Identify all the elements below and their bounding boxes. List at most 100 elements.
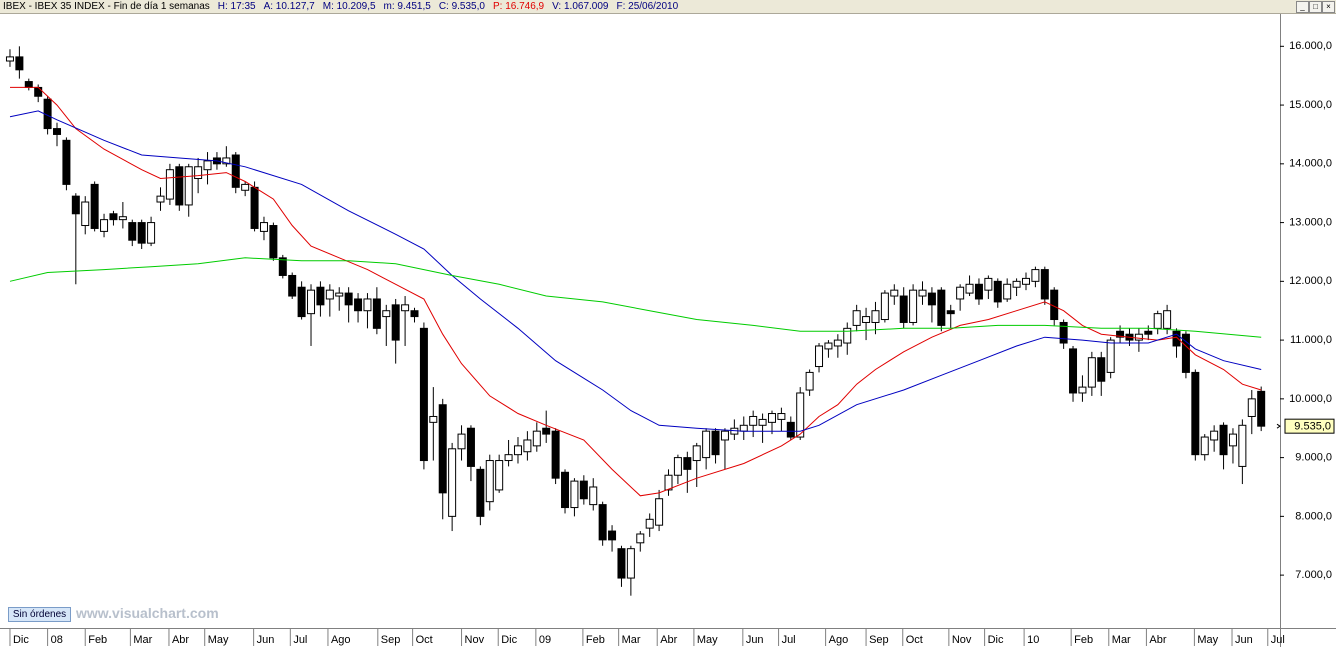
y-tick-label: 15.000,0	[1289, 99, 1332, 111]
candle-body	[81, 201, 90, 227]
candle-body	[551, 430, 560, 479]
moving-average	[9, 110, 1262, 432]
candle-body	[1172, 330, 1181, 347]
candle-body	[429, 415, 438, 423]
candle-body	[1181, 333, 1190, 373]
candle-body	[692, 445, 701, 462]
candle-body	[1238, 424, 1247, 467]
candle-body	[5, 56, 14, 62]
x-tick-label: Jul	[782, 634, 796, 646]
candle-body	[1191, 371, 1200, 456]
candle-body	[1144, 330, 1153, 335]
candle-body	[231, 154, 240, 188]
moving-average	[9, 257, 1262, 338]
plot-area	[0, 14, 1280, 628]
candle-body	[307, 289, 316, 315]
candle-body	[589, 486, 598, 506]
candle-body	[739, 424, 748, 432]
minimize-button[interactable]: _	[1296, 1, 1309, 13]
close-button[interactable]: ×	[1322, 1, 1335, 13]
candle-body	[156, 195, 165, 203]
last-price-marker	[1276, 423, 1281, 429]
candle-body	[655, 498, 664, 526]
y-tick-label: 11.000,0	[1290, 334, 1332, 346]
candle-body	[946, 310, 955, 315]
candle-body	[758, 418, 767, 426]
candle-body	[956, 286, 965, 300]
candle-body	[250, 186, 259, 229]
candle-body	[118, 216, 127, 221]
x-tick-label: Mar	[133, 634, 152, 646]
candle-body	[259, 222, 268, 232]
candle-body	[1219, 424, 1228, 456]
candle-body	[485, 460, 494, 503]
y-tick-label: 9.000,0	[1295, 452, 1332, 464]
candle-body	[448, 448, 457, 517]
candle-body	[1228, 433, 1237, 447]
candle-body	[1153, 313, 1162, 329]
header-field: H: 17:35	[217, 1, 256, 12]
candle-body	[767, 413, 776, 423]
x-tick-label: Nov	[952, 634, 972, 646]
candle-body	[147, 222, 156, 244]
orders-button[interactable]: Sin órdenes	[8, 607, 71, 622]
y-tick-label: 12.000,0	[1289, 275, 1332, 287]
candle-body	[1116, 330, 1125, 338]
candle-body	[1087, 357, 1096, 388]
candle-body	[316, 286, 325, 306]
candle-body	[24, 81, 33, 88]
candle-body	[241, 183, 250, 191]
candle-body	[617, 548, 626, 579]
candle-body	[1163, 310, 1172, 329]
candle-body	[15, 56, 24, 71]
candle-body	[720, 430, 729, 441]
candle-body	[100, 219, 109, 232]
x-tick-label: Nov	[465, 634, 485, 646]
candle-body	[937, 289, 946, 326]
candle-body	[222, 157, 231, 165]
x-tick-label: Ago	[829, 634, 849, 646]
y-tick-label: 7.000,0	[1295, 569, 1332, 581]
candle-body	[598, 504, 607, 541]
candle-body	[382, 310, 391, 318]
x-tick-label: Abr	[660, 634, 677, 646]
candle-body	[673, 457, 682, 476]
candle-body	[523, 439, 532, 453]
candle-body	[561, 471, 570, 509]
x-tick-label: Mar	[622, 634, 641, 646]
chart: 7.000,0 8.000,0 9.000,0 10.000,0 11.000,0 12.…	[0, 14, 1336, 647]
candle-body	[786, 421, 795, 438]
candle-body	[1210, 430, 1219, 441]
candle-body	[993, 280, 1002, 303]
x-tick-label: Dic	[501, 634, 517, 646]
maximize-button[interactable]: □	[1309, 1, 1322, 13]
candle-body	[175, 166, 184, 206]
header-field: P: 16.746,9	[492, 1, 545, 12]
candle-body	[34, 86, 43, 97]
x-tick-label: Jul	[1271, 634, 1285, 646]
candle-body	[1078, 386, 1087, 394]
x-tick-label: Jun	[746, 634, 764, 646]
x-tick-label: May	[697, 634, 718, 646]
x-tick-label: Dic	[988, 634, 1004, 646]
x-tick-label: 08	[51, 634, 63, 646]
candle-body	[1012, 280, 1021, 288]
x-tick-label: Feb	[1074, 634, 1093, 646]
candle-body	[579, 480, 588, 500]
candle-body	[1097, 357, 1106, 382]
candle-body	[984, 277, 993, 291]
last-price-label: 9.535,0	[1294, 421, 1331, 433]
y-tick-label: 16.000,0	[1289, 40, 1332, 52]
candle-body	[90, 183, 99, 229]
candle-body	[918, 289, 927, 297]
candle-body	[278, 257, 287, 276]
y-tick-label: 14.000,0	[1289, 158, 1332, 170]
candle-body	[137, 222, 146, 244]
candle-body	[815, 345, 824, 368]
candle-body	[532, 430, 541, 447]
header-field: F: 25/06/2010	[616, 1, 679, 12]
x-tick-label: Sep	[381, 634, 401, 646]
candle-body	[824, 342, 833, 350]
header-field: V: 1.067.009	[552, 1, 609, 12]
